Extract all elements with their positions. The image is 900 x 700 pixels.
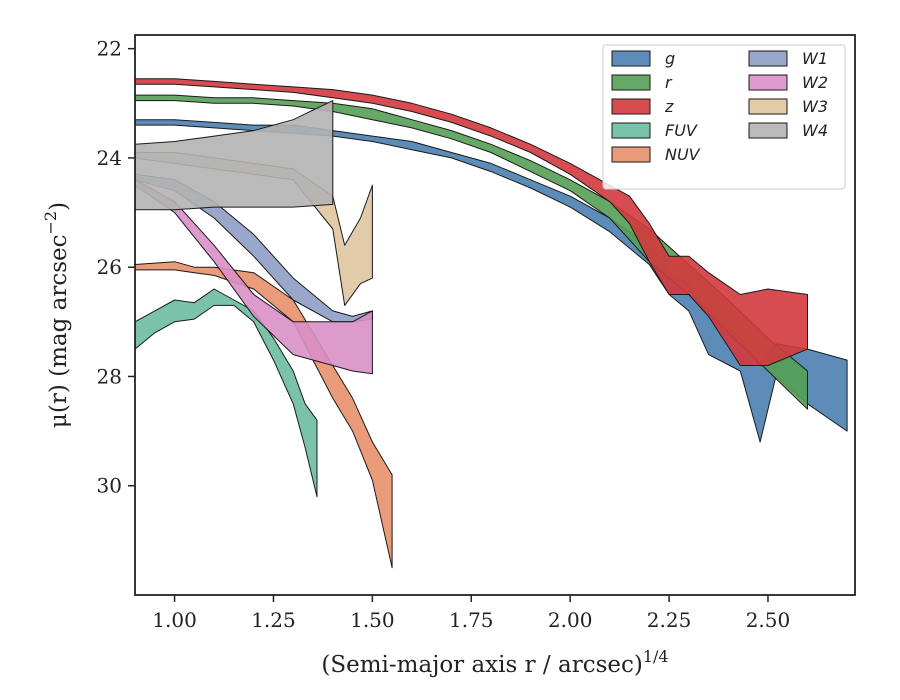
x-axis-label-exponent: 1/4 [643,647,669,666]
y-tick-label: 22 [97,37,122,61]
legend-swatch-w3 [748,98,788,115]
legend-swatch-w4 [748,122,788,139]
legend: grz FUV NUV W1 W2 W3 W4 [602,44,846,190]
legend-label-w1: W1 [802,49,828,68]
x-axis-label-main: (Semi-major axis r / arcsec) [321,652,642,678]
plot-frame [134,34,856,596]
ticks-layer: 1.00 1.25 1.50 1.75 2.00 2.25 2.50 22 24 26 28 30 [97,37,791,632]
y-tick-label: 30 [97,474,122,498]
legend-label-r: r [665,73,673,92]
y-axis-label-close: ) [46,202,72,211]
legend-swatch-z [611,98,651,115]
series-band-z [135,78,808,366]
legend-swatch-r [611,74,651,91]
legend-label-w3: W3 [802,97,828,116]
x-tick-label: 1.50 [350,608,395,632]
legend-label-g: g [665,49,675,68]
series-band-nuv [135,261,393,569]
y-tick-label: 28 [97,364,122,388]
series-band-w2 [135,179,373,375]
x-tick-label: 2.00 [548,608,593,632]
y-axis-label: μ(r) (mag arcsec−2) [41,202,72,428]
legend-label-w4: W4 [802,121,828,140]
series-band-fuv [135,288,318,498]
series-band-w4 [135,100,334,211]
legend-label-fuv: FUV [665,121,698,140]
y-tick-label: 26 [97,255,122,279]
series-band-g [135,119,848,443]
legend-label-z: z [664,97,674,116]
x-tick-label: 2.25 [647,608,692,632]
legend-swatch-g [611,50,651,67]
y-axis-label-exponent: −2 [41,211,60,235]
x-axis-label: (Semi-major axis r / arcsec)1/4 [321,647,668,678]
x-tick-label: 1.00 [152,608,197,632]
legend-swatch-w2 [748,74,788,91]
legend-label-nuv: NUV [665,145,701,164]
legend-swatch-w1 [748,50,788,67]
legend-swatch-fuv [611,122,651,139]
legend-swatch-nuv [611,146,651,163]
y-axis-label-main: μ(r) (mag arcsec [46,234,72,428]
series-layer [135,78,848,569]
y-tick-label: 24 [97,146,122,170]
x-tick-label: 1.75 [449,608,494,632]
legend-label-w2: W2 [802,73,828,92]
x-tick-label: 2.50 [746,608,791,632]
x-tick-label: 1.25 [251,608,296,632]
